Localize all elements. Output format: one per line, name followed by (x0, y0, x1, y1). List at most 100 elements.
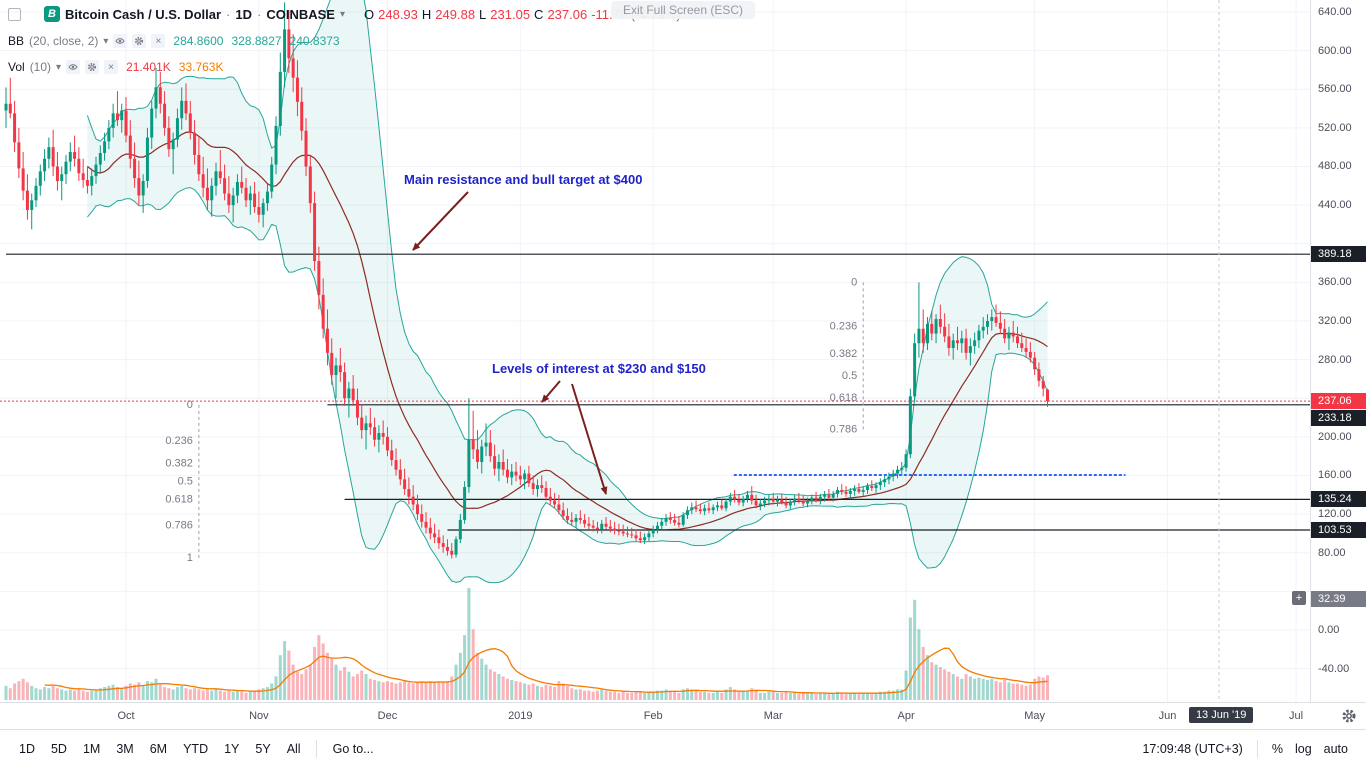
chevron-down-icon[interactable]: ▾ (339, 8, 345, 20)
time-axis-label-Nov: Nov (249, 710, 269, 722)
price-axis[interactable]: -40.00 0.00 80.00 120.00 160.00 200.00 280.00 3… (1310, 0, 1366, 702)
separator-dot: · (257, 6, 262, 22)
price-tick: 440.00 (1318, 199, 1352, 212)
svg-text:0.786: 0.786 (165, 519, 193, 531)
log-scale-button[interactable]: log (1294, 742, 1312, 756)
svg-text:0.236: 0.236 (830, 321, 858, 333)
price-badge-103.53: 103.53 (1311, 522, 1366, 538)
price-tick: 200.00 (1318, 430, 1352, 443)
price-tick: 320.00 (1318, 314, 1352, 327)
annotation-resistance-text[interactable]: Main resistance and bull target at $400 (404, 172, 643, 187)
close-label: C (534, 6, 544, 22)
exit-fullscreen-tooltip: Exit Full Screen (ESC) (610, 1, 756, 19)
svg-text:0.382: 0.382 (165, 457, 193, 469)
eye-icon[interactable] (113, 34, 128, 48)
price-badge-233.18: 233.18 (1311, 410, 1366, 427)
close-value: 237.06 (547, 6, 588, 22)
time-axis-label-Jun: Jun (1158, 710, 1177, 722)
range-all-button[interactable]: All (286, 742, 301, 756)
price-badge-389.18: 389.18 (1311, 246, 1366, 263)
vol-label[interactable]: Vol (8, 60, 25, 74)
bb-indicator-row[interactable]: BB (20, close, 2) ▾ × 284.8600 328.8827 … (8, 34, 340, 48)
time-axis-label-2019: 2019 (508, 710, 533, 722)
toolbar-divider (315, 740, 317, 758)
time-axis-label-May: May (1024, 710, 1046, 722)
fib-retracement-left[interactable]: 0 0.236 0.382 0.5 0.618 0.786 1 (165, 399, 200, 564)
chart-canvas[interactable]: 00.2360.3820.50.6180.786100.2360.3820.50… (0, 0, 1310, 702)
bb-basis-value: 284.8600 (173, 34, 224, 48)
range-1m-button[interactable]: 1M (82, 742, 101, 756)
settings-icon[interactable] (85, 60, 100, 74)
toolbar-divider (1256, 740, 1258, 758)
bb-label[interactable]: BB (8, 34, 25, 48)
vol-params: (10) (29, 60, 52, 74)
eye-icon[interactable] (66, 60, 81, 74)
range-1d-button[interactable]: 1D (19, 742, 35, 756)
price-tick: -40.00 (1318, 662, 1350, 675)
remove-icon[interactable]: × (104, 60, 119, 74)
open-label: O (364, 6, 375, 22)
auto-scale-button[interactable]: auto (1323, 742, 1348, 756)
vol-ma-value: 33.763K (178, 60, 224, 74)
time-axis-label-Feb: Feb (643, 710, 663, 722)
fib-retracement-right[interactable]: 0 0.236 0.382 0.5 0.618 0.786 (830, 276, 864, 436)
symbol-legend-row[interactable]: B Bitcoin Cash / U.S. Dollar · 1D · COIN… (8, 6, 681, 22)
range-ytd-button[interactable]: YTD (183, 742, 209, 756)
volume-bars (4, 588, 1049, 700)
symbol-title[interactable]: Bitcoin Cash / U.S. Dollar (65, 6, 222, 22)
annotation-arrows (412, 191, 608, 495)
settings-gear-icon[interactable] (1341, 708, 1357, 727)
svg-text:0.5: 0.5 (842, 370, 857, 382)
price-tick: 640.00 (1318, 6, 1352, 18)
goto-date-badge[interactable]: 13 Jun '19 (1188, 707, 1254, 723)
time-axis-label-Apr: Apr (897, 710, 915, 722)
range-1y-button[interactable]: 1Y (224, 742, 240, 756)
remove-icon[interactable]: × (151, 34, 166, 48)
svg-text:0.618: 0.618 (830, 392, 858, 404)
candles (4, 2, 1049, 559)
svg-text:0.236: 0.236 (165, 435, 193, 447)
bb-upper-value: 328.8827 (231, 34, 282, 48)
price-lines[interactable] (6, 0, 1310, 702)
price-tick: 520.00 (1318, 121, 1352, 134)
range-6m-button[interactable]: 6M (149, 742, 168, 756)
exchange-label[interactable]: COINBASE (266, 6, 335, 22)
chevron-down-icon[interactable]: ▾ (103, 35, 109, 47)
settings-icon[interactable] (132, 34, 147, 48)
open-value: 248.93 (378, 6, 418, 22)
price-tick: 160.00 (1318, 469, 1352, 482)
bollinger-bands (86, 0, 1048, 584)
price-tick: 120.00 (1318, 508, 1352, 521)
annotation-levels-text[interactable]: Levels of interest at $230 and $150 (492, 361, 706, 376)
price-tick: 360.00 (1318, 276, 1352, 289)
time-axis-label-Jul: Jul (1289, 710, 1304, 722)
add-alert-plus-button[interactable]: + (1292, 591, 1306, 605)
high-label: H (421, 6, 432, 22)
time-axis[interactable]: 13 Jun '19 Oct Nov Dec 2019 Feb Mar Apr May Jun J… (0, 702, 1366, 729)
chevron-down-icon[interactable]: ▾ (56, 61, 62, 73)
price-badge-135.24: 135.24 (1311, 491, 1366, 508)
bb-params: (20, close, 2) (29, 34, 99, 48)
bottom-toolbar: 1D 5D 1M 3M 6M YTD 1Y 5Y All Go to... 17:09:48 (… (0, 729, 1366, 768)
clock-label[interactable]: 17:09:48 (UTC+3) (1142, 742, 1243, 756)
time-axis-label-Mar: Mar (763, 710, 783, 722)
low-value: 231.05 (490, 6, 531, 22)
separator-dot: · (226, 6, 231, 22)
interval-label[interactable]: 1D (235, 6, 252, 22)
goto-button[interactable]: Go to... (332, 742, 374, 756)
time-axis-label-Oct: Oct (117, 710, 135, 722)
high-value: 249.88 (435, 6, 476, 22)
price-badge-32.39: 32.39 (1311, 590, 1366, 607)
window-icon[interactable] (8, 7, 21, 21)
range-5d-button[interactable]: 5D (50, 742, 67, 756)
range-3m-button[interactable]: 3M (116, 742, 134, 756)
price-tick: 0.00 (1318, 623, 1340, 636)
percent-scale-button[interactable]: % (1271, 742, 1283, 756)
range-5y-button[interactable]: 5Y (255, 742, 271, 756)
price-tick: 80.00 (1318, 546, 1346, 559)
time-axis-label-Dec: Dec (377, 710, 398, 722)
price-tick: 480.00 (1318, 160, 1352, 173)
bch-logo-icon: B (44, 6, 60, 22)
volume-indicator-row[interactable]: Vol (10) ▾ × 21.401K 33.763K (8, 60, 224, 74)
